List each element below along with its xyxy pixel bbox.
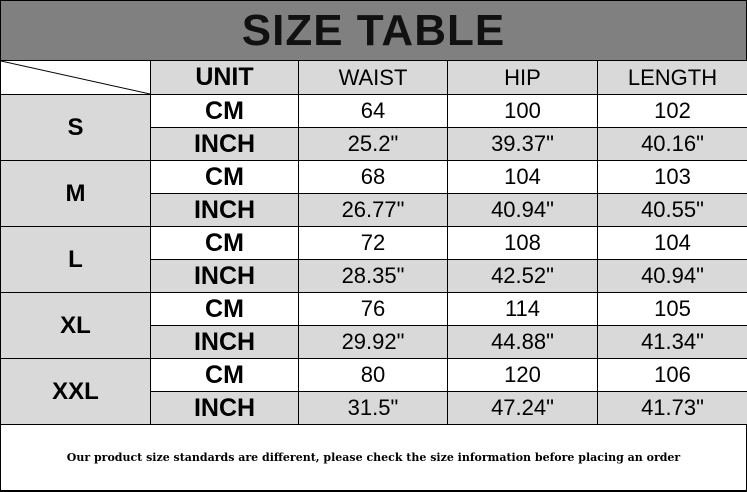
hip-cell: 47.24" (448, 392, 598, 425)
size-label: XXL (1, 359, 151, 425)
header-unit: UNIT (151, 61, 299, 95)
hip-cell: 108 (448, 227, 598, 260)
hip-cell: 44.88" (448, 326, 598, 359)
header-waist: WAIST (299, 61, 448, 95)
waist-cell: 28.35" (299, 260, 448, 293)
page-title: SIZE TABLE (1, 1, 746, 61)
length-cell: 103 (598, 161, 747, 194)
corner-cell (1, 61, 151, 95)
waist-cell: 64 (299, 95, 448, 128)
waist-cell: 80 (299, 359, 448, 392)
unit-cell: INCH (151, 392, 299, 425)
length-cell: 40.94" (598, 260, 747, 293)
length-cell: 102 (598, 95, 747, 128)
unit-cell: INCH (151, 128, 299, 161)
size-label: XL (1, 293, 151, 359)
length-cell: 40.16" (598, 128, 747, 161)
waist-cell: 68 (299, 161, 448, 194)
unit-cell: INCH (151, 260, 299, 293)
hip-cell: 104 (448, 161, 598, 194)
length-cell: 105 (598, 293, 747, 326)
waist-cell: 72 (299, 227, 448, 260)
waist-cell: 29.92" (299, 326, 448, 359)
length-cell: 40.55" (598, 194, 747, 227)
unit-cell: CM (151, 293, 299, 326)
unit-cell: CM (151, 95, 299, 128)
length-cell: 106 (598, 359, 747, 392)
header-hip: HIP (448, 61, 598, 95)
unit-cell: INCH (151, 326, 299, 359)
unit-cell: INCH (151, 194, 299, 227)
waist-cell: 76 (299, 293, 448, 326)
waist-cell: 31.5" (299, 392, 448, 425)
hip-cell: 42.52" (448, 260, 598, 293)
length-cell: 41.34" (598, 326, 747, 359)
hip-cell: 100 (448, 95, 598, 128)
hip-cell: 40.94" (448, 194, 598, 227)
footer-note: Our product size standards are different… (0, 424, 747, 490)
header-row: UNIT WAIST HIP LENGTH (1, 61, 747, 95)
header-length: LENGTH (598, 61, 747, 95)
hip-cell: 39.37" (448, 128, 598, 161)
unit-cell: CM (151, 161, 299, 194)
waist-cell: 26.77" (299, 194, 448, 227)
size-label: M (1, 161, 151, 227)
hip-cell: 114 (448, 293, 598, 326)
length-cell: 41.73" (598, 392, 747, 425)
waist-cell: 25.2" (299, 128, 448, 161)
hip-cell: 120 (448, 359, 598, 392)
size-label: L (1, 227, 151, 293)
size-label: S (1, 95, 151, 161)
length-cell: 104 (598, 227, 747, 260)
unit-cell: CM (151, 359, 299, 392)
unit-cell: CM (151, 227, 299, 260)
diagonal-line (1, 61, 150, 94)
